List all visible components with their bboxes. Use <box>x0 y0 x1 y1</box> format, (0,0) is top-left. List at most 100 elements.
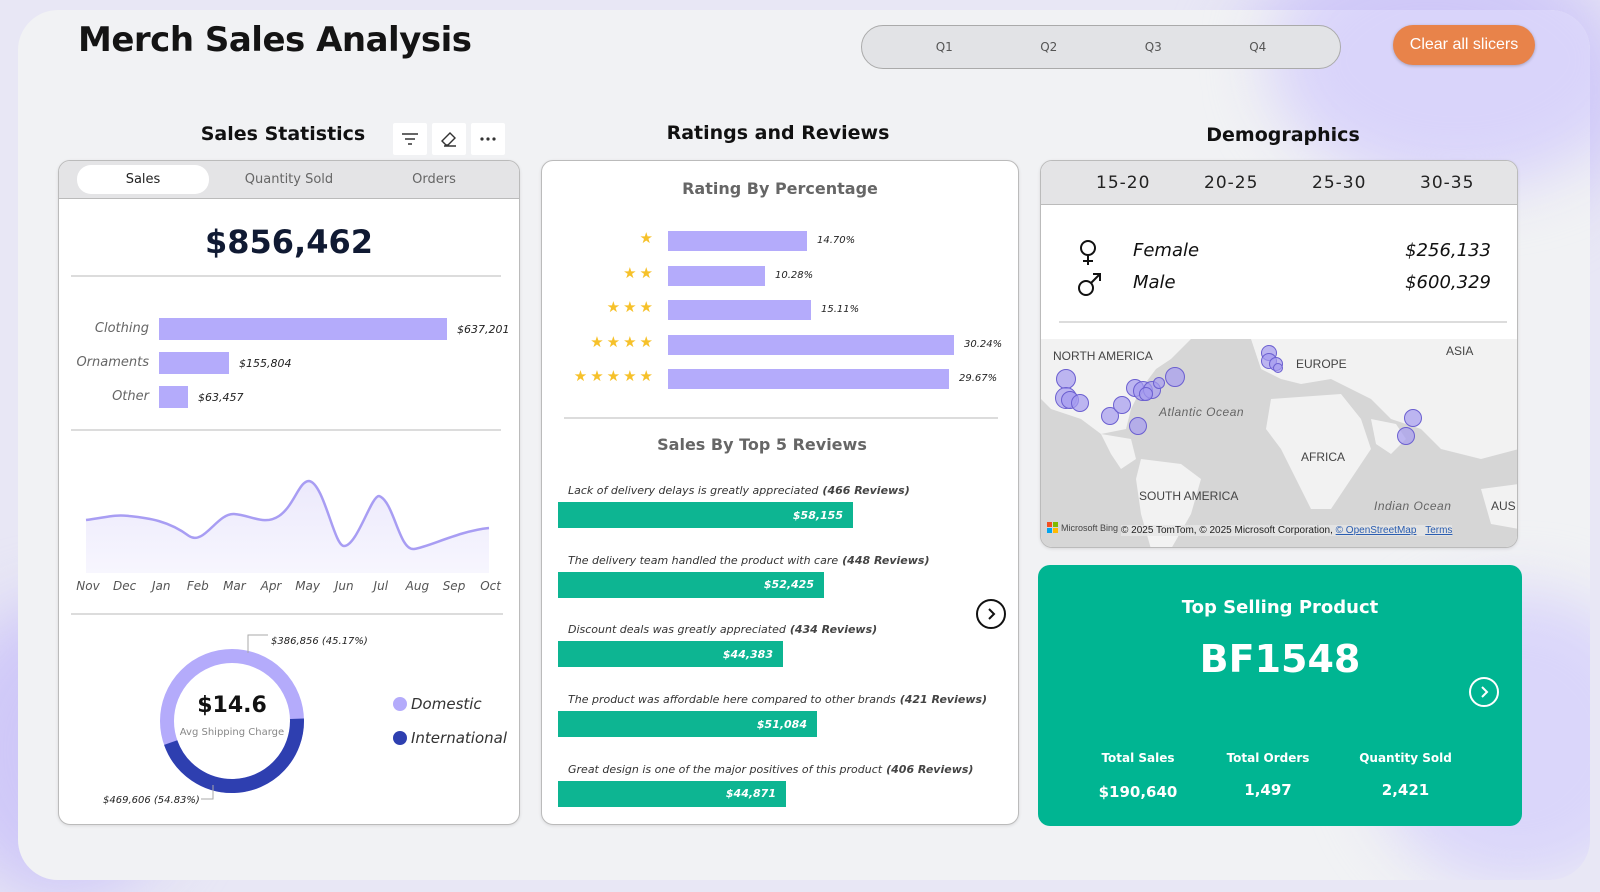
shipping-donut-chart <box>160 649 304 793</box>
top-selling-product-card: Top Selling Product BF1548 Total Sales $… <box>1038 565 1522 826</box>
category-bar <box>159 318 447 340</box>
quarter-q2[interactable]: Q2 <box>1040 40 1058 54</box>
month-tick-label: Jan <box>151 579 171 593</box>
rating-value: 30.24% <box>964 338 1003 350</box>
map-bubble[interactable] <box>1071 394 1089 412</box>
sales-map[interactable]: NORTH AMERICA EUROPE ASIA AFRICA SOUTH A… <box>1041 339 1517 547</box>
review-label: The delivery team handled the product wi… <box>568 553 930 567</box>
month-tick-label: Jul <box>373 579 389 593</box>
review-sales-bar: $44,871 <box>558 780 786 807</box>
age-tab-30-35[interactable]: 30-35 <box>1420 173 1475 193</box>
rating-stars: ★★★ <box>606 298 656 316</box>
map-bubble[interactable] <box>1404 409 1422 427</box>
demographics-title: Demographics <box>1206 124 1360 146</box>
month-tick-label: Sep <box>442 579 466 593</box>
tab-sales[interactable]: Sales <box>77 165 209 194</box>
map-bubble[interactable] <box>1129 417 1147 435</box>
map-bubble[interactable] <box>1397 427 1415 445</box>
legend-domestic-marker <box>393 697 407 711</box>
chevron-right-icon <box>1481 686 1489 698</box>
rating-bar <box>668 369 949 389</box>
quarter-q4[interactable]: Q4 <box>1249 40 1267 54</box>
map-ocean-label: Indian Ocean <box>1374 499 1452 513</box>
microsoft-logo-icon <box>1047 522 1058 533</box>
map-label: NORTH AMERICA <box>1053 349 1153 363</box>
month-tick-label: May <box>295 579 320 593</box>
map-bubble[interactable] <box>1056 369 1076 389</box>
map-ocean-label: Atlantic Ocean <box>1159 405 1245 419</box>
visual-toolbar <box>393 123 505 155</box>
review-label: Lack of delivery delays is greatly appre… <box>568 484 910 497</box>
month-tick-label: Jun <box>334 579 354 593</box>
divider <box>71 275 501 277</box>
metric-tabs: Sales Quantity Sold Orders <box>59 161 519 199</box>
rating-bar <box>668 265 765 286</box>
category-label: Other <box>112 389 149 404</box>
eraser-icon[interactable] <box>432 123 466 155</box>
demographics-card: 15-20 20-25 25-30 30-35 Female $256,133 … <box>1040 160 1518 548</box>
category-value: $637,201 <box>457 323 510 336</box>
openstreetmap-link[interactable]: © OpenStreetMap <box>1335 525 1417 536</box>
international-data-label: $386,856 (45.17%) <box>271 636 368 647</box>
filter-icon[interactable] <box>393 123 427 155</box>
category-value: $155,804 <box>239 357 292 370</box>
stat-label: Quantity Sold <box>1359 751 1452 765</box>
more-options-icon[interactable] <box>471 123 505 155</box>
terms-link[interactable]: Terms <box>1425 525 1453 536</box>
quarter-q1[interactable]: Q1 <box>935 40 953 54</box>
quarter-q3[interactable]: Q3 <box>1144 40 1162 54</box>
map-bubble[interactable] <box>1139 387 1153 401</box>
avg-shipping-label: Avg Shipping Charge <box>179 727 285 738</box>
category-bar <box>159 352 229 374</box>
top-product-title: Top Selling Product <box>1181 597 1379 618</box>
page-title: Merch Sales Analysis <box>78 20 472 60</box>
legend-international-marker <box>393 731 407 745</box>
map-label: EUROPE <box>1296 357 1347 371</box>
gender-label: Male <box>1133 272 1176 293</box>
review-sales-bar: $51,084 <box>558 711 817 738</box>
age-group-tabs: 15-20 20-25 25-30 30-35 <box>1041 161 1517 205</box>
monthly-sales-line-chart <box>85 479 490 573</box>
avg-shipping-value: $14.6 <box>197 693 267 718</box>
tab-orders[interactable]: Orders <box>412 172 456 187</box>
age-tab-15-20[interactable]: 15-20 <box>1096 173 1151 193</box>
age-tab-20-25[interactable]: 20-25 <box>1204 173 1259 193</box>
legend-domestic: Domestic <box>411 695 482 713</box>
top-product-id: BF1548 <box>1199 637 1361 681</box>
review-sales-bar: $58,155 <box>558 502 853 528</box>
category-label: Clothing <box>94 321 149 336</box>
tab-quantity-sold[interactable]: Quantity Sold <box>244 172 334 187</box>
age-tab-25-30[interactable]: 25-30 <box>1312 173 1367 193</box>
review-sales-bar: $52,425 <box>558 571 824 598</box>
rating-chart-title: Rating By Percentage <box>682 179 878 198</box>
rating-value: 10.28% <box>775 269 814 281</box>
month-tick-label: Mar <box>223 579 246 593</box>
quarter-slicer[interactable]: Q1 Q2 Q3 Q4 <box>861 25 1341 69</box>
review-label: Great design is one of the major positiv… <box>568 762 974 776</box>
map-bubble[interactable] <box>1153 377 1165 389</box>
stat-label: Total Sales <box>1101 751 1175 765</box>
next-product-button[interactable] <box>1469 677 1499 707</box>
gender-row-female: Female $256,133 <box>1071 237 1491 267</box>
month-tick-label: Dec <box>112 579 137 593</box>
sales-statistics-card: Sales Quantity Sold Orders $856,462 Clot… <box>58 160 520 825</box>
month-tick-label: Oct <box>480 579 501 593</box>
month-tick-label: Apr <box>260 579 282 593</box>
stat-value: $190,640 <box>1098 783 1178 801</box>
rating-stars: ★ <box>639 229 656 247</box>
gender-row-male: Male $600,329 <box>1071 269 1491 299</box>
map-bubble[interactable] <box>1113 396 1131 414</box>
next-page-button[interactable] <box>976 599 1006 629</box>
month-axis: Nov Dec Jan Feb Mar Apr May Jun Jul Aug Sep Oct <box>73 579 505 597</box>
map-bubble[interactable] <box>1165 367 1185 387</box>
map-bubble[interactable] <box>1273 363 1283 373</box>
reviews-chart-title: Sales By Top 5 Reviews <box>657 435 867 454</box>
category-label: Ornaments <box>76 355 149 370</box>
domestic-data-label: $469,606 (54.83%) <box>103 795 200 806</box>
female-icon <box>1080 240 1096 265</box>
clear-slicers-button[interactable]: Clear all slicers <box>1393 25 1535 65</box>
map-bubble[interactable] <box>1101 407 1119 425</box>
gender-value: $600,329 <box>1405 272 1491 293</box>
legend-international: International <box>411 729 507 747</box>
rating-bar <box>668 300 811 320</box>
